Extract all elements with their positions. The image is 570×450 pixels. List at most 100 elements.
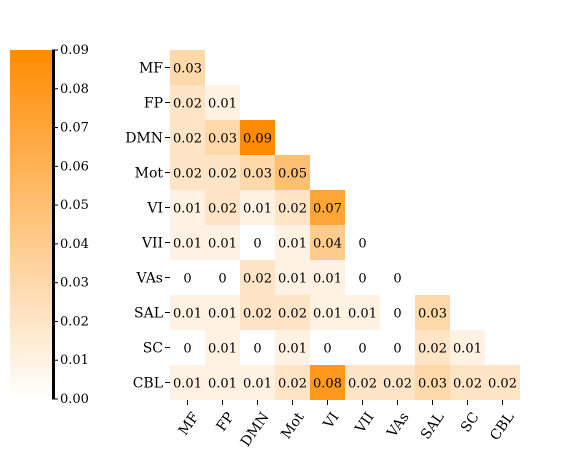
colorbar-tick-label: 0.00 <box>60 392 89 407</box>
cell-value-label: 0.01 <box>208 97 237 112</box>
heatmap-cell-VAs-FP <box>205 260 240 295</box>
heatmap-cell-VII-VI <box>310 225 345 260</box>
y-tick-label: CBL <box>133 376 163 392</box>
heatmap-cell-Mot-FP <box>205 155 240 190</box>
heatmap-cell-Mot-MF <box>170 155 205 190</box>
cell-value-label: 0.03 <box>208 132 237 147</box>
heatmap-cell-SC-VAs <box>380 330 415 365</box>
cell-value-label: 0.03 <box>173 62 202 77</box>
cell-value-label: 0.01 <box>208 307 237 322</box>
heatmap-cell-SC-SAL <box>415 330 450 365</box>
cell-value-label: 0.01 <box>243 202 272 217</box>
y-tick-label: DMN <box>125 131 163 147</box>
heatmap-cell-VAs-Mot <box>275 260 310 295</box>
cell-value-label: 0.01 <box>208 377 237 392</box>
heatmap-cell-Mot-Mot <box>275 155 310 190</box>
colorbar-tick-label: 0.03 <box>60 276 89 291</box>
cell-value-label: 0.01 <box>173 237 202 252</box>
heatmap-cell-SC-VI <box>310 330 345 365</box>
x-tick-label: SAL <box>418 410 448 443</box>
heatmap-cell-CBL-FP <box>205 365 240 400</box>
cell-value-label: 0.05 <box>278 167 307 182</box>
heatmap-cell-VI-FP <box>205 190 240 225</box>
cell-value-label: 0 <box>393 307 401 322</box>
heatmap-cell-VII-DMN <box>240 225 275 260</box>
colorbar: 0.09 0.08 0.07 0.06 0.05 0.04 0.03 0.02 0.01 0.00 <box>10 43 89 407</box>
cell-value-label: 0.02 <box>418 342 447 357</box>
heatmap-grid: 0.03 0.02 0.01 0.02 0.03 0.09 0.02 0.02 0.03 0.05… <box>170 50 520 400</box>
colorbar-tick-label: 0.04 <box>60 237 89 252</box>
y-tick-label: SC <box>143 341 163 357</box>
cell-value-label: 0 <box>358 237 366 252</box>
cell-value-label: 0.01 <box>278 342 307 357</box>
cell-value-label: 0.01 <box>243 377 272 392</box>
cell-value-label: 0.02 <box>383 377 412 392</box>
heatmap-cell-SAL-VI <box>310 295 345 330</box>
heatmap-cell-Mot-DMN <box>240 155 275 190</box>
cell-value-label: 0.03 <box>418 307 447 322</box>
cell-value-label: 0.01 <box>208 342 237 357</box>
cell-value-label: 0.01 <box>313 307 342 322</box>
cell-value-label: 0 <box>358 272 366 287</box>
cell-value-label: 0.03 <box>243 167 272 182</box>
cell-value-label: 0.02 <box>278 307 307 322</box>
heatmap-cell-VAs-MF <box>170 260 205 295</box>
colorbar-tick-label: 0.05 <box>60 198 89 213</box>
heatmap-cell-CBL-VAs <box>380 365 415 400</box>
heatmap-cell-SC-MF <box>170 330 205 365</box>
cell-value-label: 0.02 <box>453 377 482 392</box>
heatmap-cell-CBL-VI <box>310 365 345 400</box>
heatmap-cell-SAL-FP <box>205 295 240 330</box>
heatmap-cell-SAL-MF <box>170 295 205 330</box>
cell-value-label: 0 <box>323 342 331 357</box>
y-axis: MF FP DMN Mot VI VII VAs SAL SC CBL <box>125 61 170 392</box>
cell-value-label: 0 <box>253 237 261 252</box>
colorbar-tick-label: 0.08 <box>60 82 89 97</box>
cell-value-label: 0.02 <box>173 167 202 182</box>
cell-value-label: 0.01 <box>173 377 202 392</box>
heatmap-cell-SC-VII <box>345 330 380 365</box>
heatmap-cell-DMN-MF <box>170 120 205 155</box>
heatmap-cell-VI-MF <box>170 190 205 225</box>
x-tick-label: FP <box>214 410 238 435</box>
cell-value-label: 0.01 <box>313 272 342 287</box>
cell-value-label: 0.08 <box>313 377 342 392</box>
heatmap-cell-CBL-CBL <box>485 365 520 400</box>
cell-value-label: 0.02 <box>208 202 237 217</box>
cell-value-label: 0 <box>393 342 401 357</box>
heatmap-cell-CBL-DMN <box>240 365 275 400</box>
heatmap-cell-VI-DMN <box>240 190 275 225</box>
cell-value-label: 0.02 <box>278 202 307 217</box>
colorbar-tick-label: 0.09 <box>60 43 89 58</box>
cell-value-label: 0.02 <box>208 167 237 182</box>
cell-value-label: 0.04 <box>313 237 342 252</box>
y-tick-label: SAL <box>134 306 163 322</box>
y-tick-label: VAs <box>136 271 163 287</box>
x-tick-label: MF <box>176 409 203 438</box>
cell-value-label: 0.02 <box>278 377 307 392</box>
y-tick-label: VII <box>141 236 163 252</box>
colorbar-tick-label: 0.02 <box>60 314 89 329</box>
heatmap-cell-SAL-Mot <box>275 295 310 330</box>
heatmap-cell-VAs-VAs <box>380 260 415 295</box>
heatmap-cell-DMN-DMN <box>240 120 275 155</box>
x-tick-label: CBL <box>487 410 517 444</box>
x-tick-label: VAs <box>384 410 413 442</box>
cell-value-label: 0.01 <box>278 237 307 252</box>
heatmap-cell-CBL-SC <box>450 365 485 400</box>
cell-value-label: 0 <box>218 272 226 287</box>
heatmap-cell-VAs-VI <box>310 260 345 295</box>
heatmap-cell-VII-VII <box>345 225 380 260</box>
heatmap-cell-SC-FP <box>205 330 240 365</box>
x-tick-label: VI <box>320 410 343 433</box>
heatmap-cell-VI-VI <box>310 190 345 225</box>
heatmap-cell-SC-DMN <box>240 330 275 365</box>
heatmap-cell-VII-FP <box>205 225 240 260</box>
cell-value-label: 0.02 <box>488 377 517 392</box>
heatmap-cell-VII-Mot <box>275 225 310 260</box>
cell-value-label: 0.09 <box>243 132 272 147</box>
heatmap-cell-CBL-SAL <box>415 365 450 400</box>
heatmap-cell-FP-MF <box>170 85 205 120</box>
heatmap-cell-VAs-VII <box>345 260 380 295</box>
